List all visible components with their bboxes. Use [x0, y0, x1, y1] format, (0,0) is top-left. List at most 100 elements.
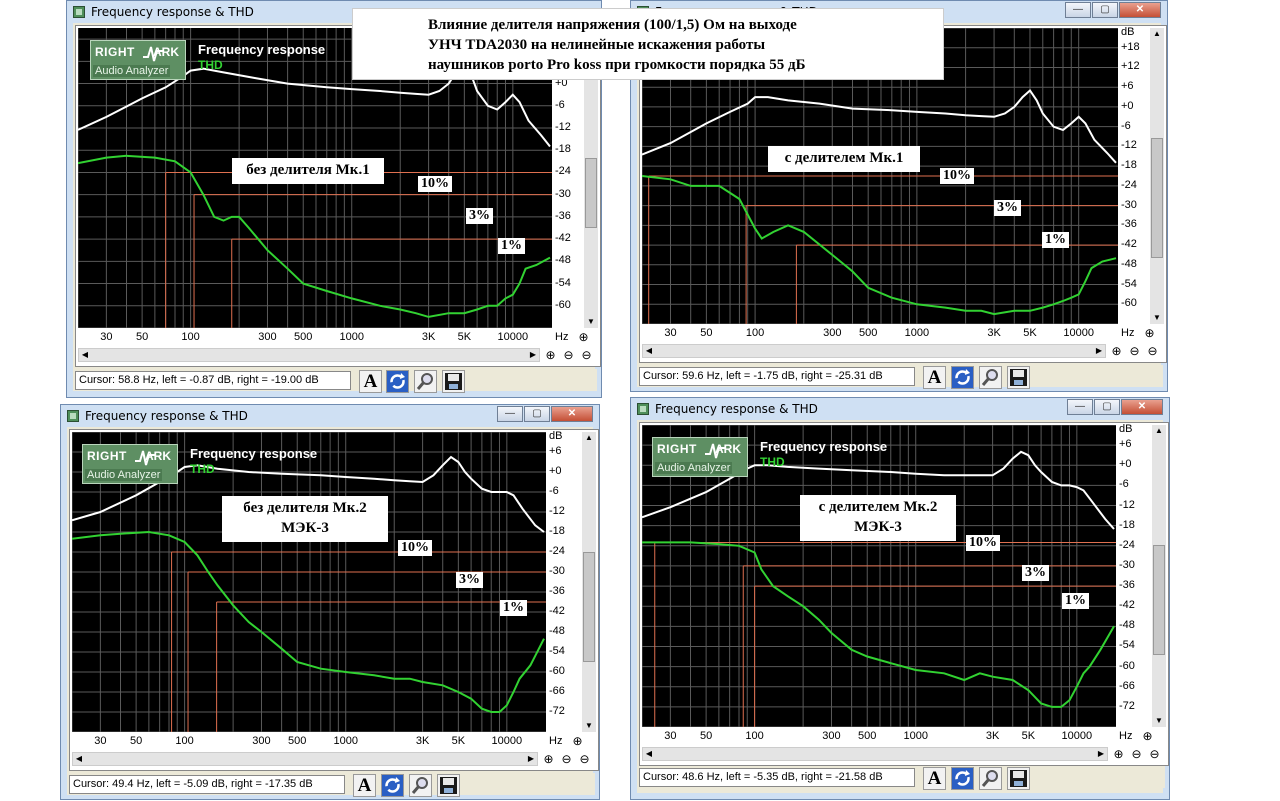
scroll-down-arrow[interactable]: ▼ [585, 721, 593, 730]
scroll-left-arrow[interactable]: ◀ [645, 346, 653, 355]
titlebar[interactable]: Frequency response & THD [67, 1, 601, 23]
font-button[interactable]: A [359, 370, 382, 393]
y-zoom-icon[interactable]: ⊕ [572, 734, 583, 748]
maximize-icon[interactable]: ▢ [1094, 399, 1120, 415]
scroll-left-arrow[interactable]: ◀ [75, 754, 83, 763]
scroll-thumb[interactable] [1151, 138, 1163, 258]
scroll-left-arrow[interactable]: ◀ [645, 749, 653, 758]
maximize-icon[interactable]: ▢ [524, 406, 550, 422]
font-button[interactable]: A [923, 767, 946, 790]
scroll-down-arrow[interactable]: ▼ [1155, 716, 1163, 725]
y-tick-label: +0 [1119, 458, 1132, 471]
scroll-up-arrow[interactable]: ▲ [1153, 29, 1161, 38]
scroll-up-arrow[interactable]: ▲ [585, 433, 593, 442]
zoom-out-icon[interactable]: ⊖ [1129, 344, 1140, 358]
horizontal-scrollbar[interactable]: ◀ ▶ [72, 752, 538, 766]
magnifier-icon[interactable] [979, 366, 1002, 389]
zoom-reset-icon[interactable]: ⊖ [1147, 344, 1158, 358]
scroll-right-arrow[interactable]: ▶ [527, 754, 535, 763]
zoom-out-icon[interactable]: ⊖ [1131, 747, 1142, 761]
x-tick-label: 1000 [333, 735, 358, 747]
vertical-scrollbar[interactable]: ▲ ▼ [1150, 28, 1164, 324]
horizontal-scrollbar[interactable]: ◀ ▶ [642, 344, 1106, 358]
scroll-thumb[interactable] [583, 552, 595, 662]
magnifier-icon[interactable] [979, 767, 1002, 790]
refresh-icon[interactable] [951, 767, 974, 790]
y-tick-label: -48 [549, 625, 565, 637]
maximize-icon[interactable]: ▢ [1092, 2, 1118, 18]
close-icon[interactable]: ✕ [1121, 399, 1163, 415]
vertical-scrollbar[interactable]: ▲ ▼ [582, 432, 596, 732]
close-icon[interactable]: ✕ [551, 406, 593, 422]
cursor-readout: Cursor: 49.4 Hz, left = -5.09 dB, right … [69, 775, 345, 794]
refresh-icon[interactable] [386, 370, 409, 393]
y-tick-label: -6 [555, 98, 565, 111]
annotation-label: без делителя Мк.1 [232, 158, 384, 184]
y-zoom-icon[interactable]: ⊕ [1144, 326, 1155, 340]
vertical-scrollbar[interactable]: ▲ ▼ [1152, 425, 1166, 727]
y-zoom-icon[interactable]: ⊕ [1142, 729, 1153, 743]
window-controls: — ▢ ✕ [496, 406, 593, 423]
x-tick-label: 30 [94, 735, 107, 747]
minimize-icon[interactable]: — [1065, 2, 1091, 18]
zoom-reset-icon[interactable]: ⊖ [581, 348, 592, 362]
zoom-in-icon[interactable]: ⊕ [1113, 747, 1124, 761]
close-icon[interactable]: ✕ [1119, 2, 1161, 18]
font-button[interactable]: A [923, 366, 946, 389]
window-title: Frequency response & THD [655, 402, 818, 416]
scroll-right-arrow[interactable]: ▶ [529, 350, 537, 359]
scroll-down-arrow[interactable]: ▼ [1153, 313, 1161, 322]
scroll-right-arrow[interactable]: ▶ [1097, 749, 1105, 758]
thd-curve [642, 175, 1117, 316]
refresh-icon[interactable] [951, 366, 974, 389]
zoom-in-icon[interactable]: ⊕ [545, 348, 556, 362]
horizontal-scrollbar[interactable]: ◀ ▶ [78, 348, 540, 362]
zoom-out-icon[interactable]: ⊖ [563, 348, 574, 362]
status-bar: Cursor: 58.8 Hz, left = -0.87 dB, right … [73, 369, 597, 393]
scroll-down-arrow[interactable]: ▼ [587, 317, 595, 326]
save-icon[interactable] [1007, 366, 1030, 389]
y-zoom-icon[interactable]: ⊕ [578, 330, 589, 344]
magnifier-icon[interactable] [409, 774, 432, 797]
x-tick-label: 10000 [1063, 327, 1094, 339]
x-tick-label: 3K [421, 331, 436, 343]
y-tick-label: -30 [1121, 198, 1137, 211]
scroll-thumb[interactable] [585, 158, 597, 228]
legend-thd: THD [760, 455, 785, 469]
titlebar[interactable]: Frequency response & THD — ▢ ✕ [61, 405, 599, 427]
y-tick-label: dB [1121, 26, 1135, 38]
save-icon[interactable] [437, 774, 460, 797]
thd-curve [72, 530, 545, 713]
y-tick-label: -48 [1119, 619, 1135, 632]
app-icon [67, 410, 79, 422]
scroll-right-arrow[interactable]: ▶ [1095, 346, 1103, 355]
zoom-in-icon[interactable]: ⊕ [1111, 344, 1122, 358]
y-tick-label: -60 [1121, 297, 1137, 310]
horizontal-scrollbar[interactable]: ◀ ▶ [642, 747, 1108, 761]
vertical-scrollbar[interactable]: ▲ ▼ [584, 28, 598, 328]
scroll-up-arrow[interactable]: ▲ [1155, 426, 1163, 435]
y-tick-label: +6 [549, 445, 562, 457]
save-icon[interactable] [1007, 767, 1030, 790]
legend-frequency-response: Frequency response [190, 446, 318, 461]
save-icon[interactable] [442, 370, 465, 393]
minimize-icon[interactable]: — [497, 406, 523, 422]
refresh-icon[interactable] [381, 774, 404, 797]
y-tick-label: -24 [1119, 538, 1135, 551]
zoom-in-icon[interactable]: ⊕ [543, 752, 554, 766]
zoom-out-icon[interactable]: ⊖ [561, 752, 572, 766]
zoom-reset-icon[interactable]: ⊖ [1149, 747, 1160, 761]
zoom-reset-icon[interactable]: ⊖ [579, 752, 590, 766]
scroll-thumb[interactable] [1153, 545, 1165, 655]
y-tick-label: -60 [555, 298, 571, 311]
titlebar[interactable]: Frequency response & THD — ▢ ✕ [631, 398, 1169, 420]
scroll-left-arrow[interactable]: ◀ [81, 350, 89, 359]
minimize-icon[interactable]: — [1067, 399, 1093, 415]
annotation-label: с делителем Мк.1 [768, 146, 920, 172]
magnifier-icon[interactable] [414, 370, 437, 393]
font-button[interactable]: A [353, 774, 376, 797]
